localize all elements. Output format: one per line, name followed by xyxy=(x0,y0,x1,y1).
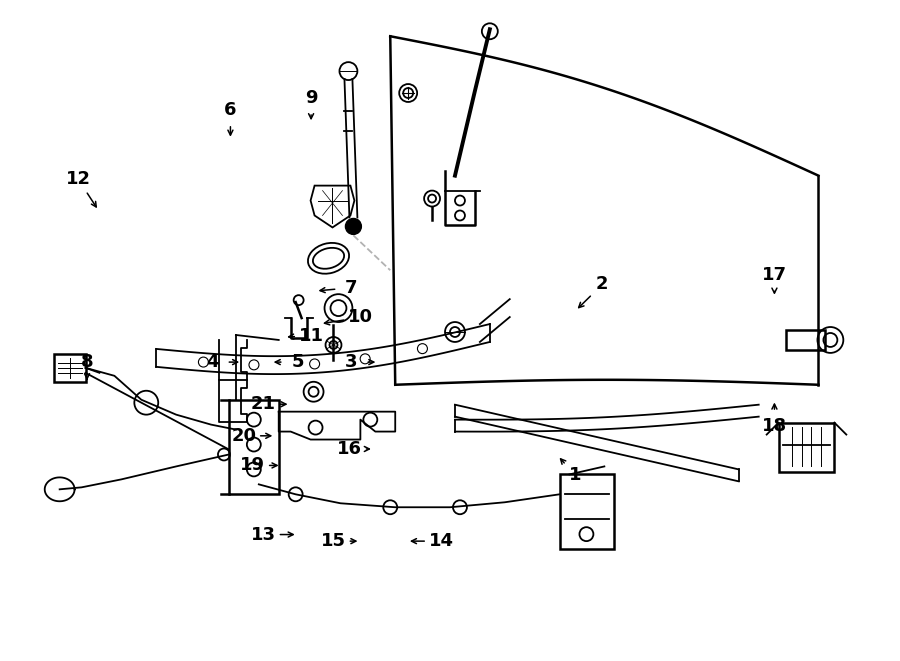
Text: 11: 11 xyxy=(299,327,324,345)
Bar xyxy=(560,475,615,549)
Text: 6: 6 xyxy=(224,101,237,119)
Text: 16: 16 xyxy=(338,440,362,458)
Text: 18: 18 xyxy=(762,417,787,435)
Text: 20: 20 xyxy=(231,427,256,445)
Text: 8: 8 xyxy=(81,353,94,371)
Text: 17: 17 xyxy=(762,266,787,284)
Text: 15: 15 xyxy=(321,532,346,550)
Text: 14: 14 xyxy=(428,532,454,550)
Text: 19: 19 xyxy=(240,457,266,475)
Text: 1: 1 xyxy=(569,466,581,485)
Text: 2: 2 xyxy=(596,276,608,293)
Text: 12: 12 xyxy=(66,170,91,188)
Text: 9: 9 xyxy=(305,89,318,107)
Text: 3: 3 xyxy=(346,353,357,371)
Bar xyxy=(786,330,825,350)
Text: 4: 4 xyxy=(206,353,219,371)
Text: 21: 21 xyxy=(251,395,276,413)
Text: 10: 10 xyxy=(348,308,373,327)
Bar xyxy=(229,400,279,494)
Circle shape xyxy=(346,219,362,235)
Text: 7: 7 xyxy=(346,279,357,297)
Text: 5: 5 xyxy=(292,353,304,371)
Text: 13: 13 xyxy=(251,525,276,543)
Bar xyxy=(778,422,834,473)
Bar xyxy=(54,354,86,382)
